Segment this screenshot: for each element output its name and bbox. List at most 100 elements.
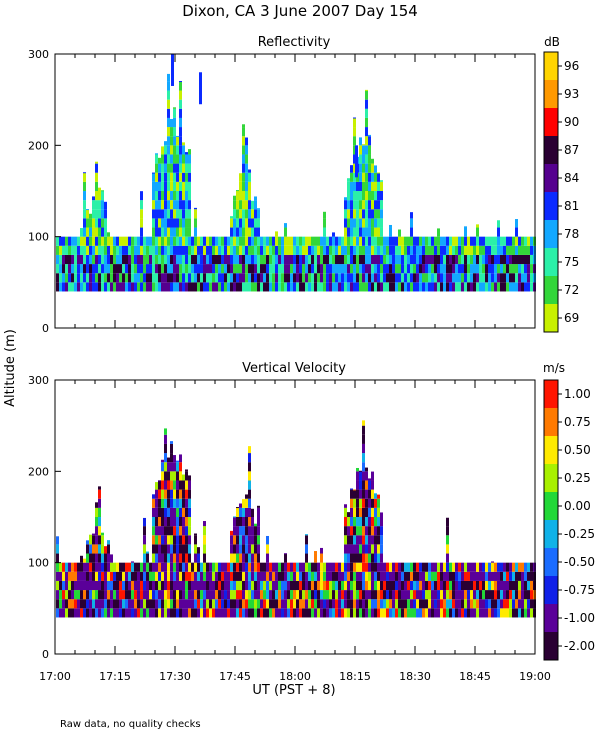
field-cell bbox=[521, 580, 524, 591]
field-cell bbox=[173, 480, 176, 490]
field-cell bbox=[278, 571, 281, 581]
field-cell bbox=[260, 236, 263, 246]
field-cell bbox=[296, 245, 299, 255]
field-cell bbox=[383, 245, 386, 255]
field-cell bbox=[362, 562, 365, 572]
field-cell bbox=[209, 599, 212, 609]
field-cell bbox=[248, 169, 251, 173]
field-cell bbox=[242, 127, 245, 137]
field-cell bbox=[77, 562, 80, 572]
field-cell bbox=[527, 273, 530, 283]
field-cell bbox=[524, 608, 527, 618]
field-cell bbox=[272, 236, 275, 246]
field-cell bbox=[353, 599, 356, 609]
field-cell bbox=[305, 571, 308, 581]
field-cell bbox=[359, 236, 362, 246]
field-cell bbox=[182, 273, 185, 283]
field-cell bbox=[188, 149, 191, 155]
field-cell bbox=[173, 218, 176, 228]
field-cell bbox=[95, 526, 98, 536]
field-cell bbox=[305, 535, 308, 545]
field-cell bbox=[401, 236, 404, 246]
field-cell bbox=[446, 580, 449, 591]
field-cell bbox=[185, 152, 188, 155]
field-cell bbox=[167, 562, 170, 572]
field-cell bbox=[146, 254, 149, 265]
field-cell bbox=[188, 154, 191, 164]
field-cell bbox=[110, 571, 113, 581]
field-cell bbox=[254, 571, 257, 581]
field-cell bbox=[101, 532, 104, 536]
field-cell bbox=[227, 245, 230, 255]
field-cell bbox=[500, 273, 503, 283]
field-cell bbox=[203, 590, 206, 600]
field-cell bbox=[200, 273, 203, 283]
field-cell bbox=[368, 553, 371, 563]
field-cell bbox=[362, 517, 365, 527]
field-cell bbox=[500, 580, 503, 591]
field-cell bbox=[284, 590, 287, 600]
field-cell bbox=[512, 562, 515, 572]
field-cell bbox=[167, 590, 170, 600]
field-cell bbox=[173, 136, 176, 146]
field-cell bbox=[284, 580, 287, 591]
field-cell bbox=[152, 200, 155, 210]
field-cell bbox=[356, 599, 359, 609]
field-cell bbox=[146, 571, 149, 581]
field-cell bbox=[350, 181, 353, 191]
field-cell bbox=[347, 245, 350, 255]
field-cell bbox=[452, 590, 455, 600]
field-cell bbox=[83, 562, 86, 572]
field-cell bbox=[461, 245, 464, 255]
field-cell bbox=[527, 236, 530, 246]
field-cell bbox=[110, 236, 113, 246]
field-cell bbox=[170, 154, 173, 164]
field-cell bbox=[248, 526, 251, 536]
field-cell bbox=[299, 282, 302, 292]
field-cell bbox=[248, 218, 251, 228]
field-cell bbox=[413, 580, 416, 591]
field-cell bbox=[209, 245, 212, 255]
colorbar-swatch bbox=[544, 80, 558, 108]
field-cell bbox=[374, 273, 377, 283]
field-cell bbox=[371, 236, 374, 246]
field-cell bbox=[281, 282, 284, 292]
field-cell bbox=[71, 608, 74, 618]
field-cell bbox=[170, 443, 173, 454]
field-cell bbox=[140, 245, 143, 255]
field-cell bbox=[161, 535, 164, 545]
field-cell bbox=[323, 264, 326, 274]
field-cell bbox=[98, 562, 101, 572]
field-cell bbox=[179, 599, 182, 609]
field-cell bbox=[356, 245, 359, 255]
field-cell bbox=[179, 562, 182, 572]
field-cell bbox=[308, 236, 311, 246]
field-cell bbox=[491, 562, 494, 572]
field-cell bbox=[389, 571, 392, 581]
colorbar-swatch bbox=[544, 108, 558, 136]
field-cell bbox=[251, 526, 254, 536]
field-cell bbox=[167, 245, 170, 255]
field-cell bbox=[491, 245, 494, 255]
field-cell bbox=[371, 562, 374, 572]
field-cell bbox=[98, 507, 101, 517]
field-cell bbox=[278, 599, 281, 609]
field-cell bbox=[206, 282, 209, 292]
field-cell bbox=[131, 561, 134, 563]
field-cell bbox=[161, 562, 164, 572]
field-cell bbox=[434, 245, 437, 255]
x-tick-label: 18:30 bbox=[399, 670, 431, 683]
x-axis-label: UT (PST + 8) bbox=[252, 683, 335, 698]
field-cell bbox=[83, 254, 86, 265]
field-cell bbox=[347, 599, 350, 609]
field-cell bbox=[275, 590, 278, 600]
field-cell bbox=[95, 227, 98, 237]
field-cell bbox=[140, 580, 143, 591]
field-cell bbox=[131, 282, 134, 292]
field-cell bbox=[86, 273, 89, 283]
field-cell bbox=[350, 498, 353, 508]
field-cell bbox=[71, 580, 74, 591]
field-cell bbox=[122, 236, 125, 246]
field-cell bbox=[524, 599, 527, 609]
field-cell bbox=[140, 236, 143, 246]
